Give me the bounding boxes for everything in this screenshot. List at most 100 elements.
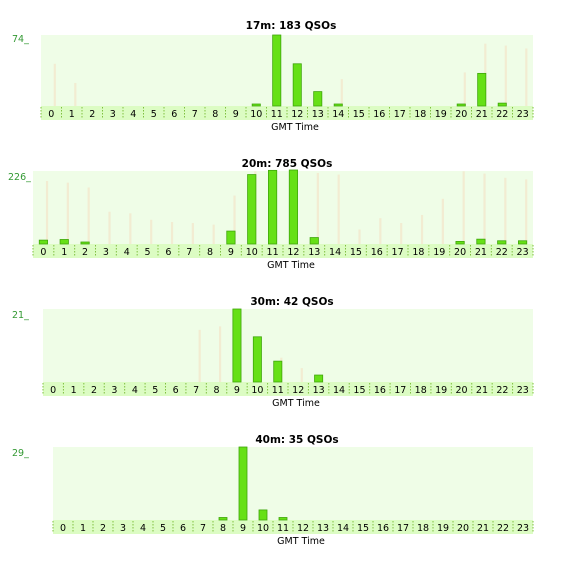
x-tick-label: 8 (207, 247, 213, 258)
plot-area (33, 171, 533, 244)
y-max-label: 226_ (8, 172, 31, 183)
x-tick-label: 15 (357, 523, 369, 534)
x-tick-label: 14 (332, 109, 344, 120)
x-tick-label: 21 (476, 109, 488, 120)
x-tick-label: 2 (100, 523, 106, 534)
x-tick-label: 1 (80, 523, 86, 534)
ghost-bar (400, 223, 403, 244)
data-bar (218, 517, 228, 521)
chart-title: 17m: 183 QSOs (246, 20, 337, 32)
x-tick-label: 6 (180, 523, 186, 534)
x-tick-label: 7 (193, 385, 199, 396)
ghost-bar (379, 218, 382, 244)
ghost-bar (87, 187, 90, 244)
x-tick-label: 21 (476, 385, 488, 396)
x-tick-label: 4 (130, 109, 136, 120)
data-bar (518, 240, 528, 245)
x-tick-label: 5 (160, 523, 166, 534)
x-tick-label: 10 (250, 109, 262, 120)
ghost-bar (198, 329, 201, 382)
x-tick-label: 3 (103, 247, 109, 258)
x-tick-label: 19 (433, 247, 445, 258)
x-tick-label: 3 (120, 523, 126, 534)
data-bar (497, 240, 507, 245)
data-bar (314, 374, 324, 383)
data-bar (477, 72, 487, 107)
x-tick-label: 12 (292, 385, 304, 396)
x-tick-label: 2 (91, 385, 97, 396)
x-tick-label: 21 (477, 523, 489, 534)
x-tick-label: 2 (82, 247, 88, 258)
y-max-label: 74_ (12, 34, 29, 45)
ghost-bar (441, 198, 444, 244)
ghost-bar (462, 171, 465, 244)
data-bar (292, 63, 302, 107)
x-tick-label: 10 (257, 523, 269, 534)
data-bar (238, 446, 248, 521)
x-tick-label: 0 (50, 385, 56, 396)
data-bar (268, 169, 278, 245)
x-tick-label: 20 (455, 385, 467, 396)
ghost-bar (463, 72, 466, 106)
data-bar (333, 103, 343, 107)
ghost-bar (300, 368, 303, 382)
x-tick-label: 6 (173, 385, 179, 396)
x-tick-label: 11 (277, 523, 289, 534)
x-tick-label: 15 (350, 247, 362, 258)
x-tick-label: 5 (152, 385, 158, 396)
data-bar (251, 103, 261, 107)
x-tick-label: 6 (165, 247, 171, 258)
x-tick-label: 19 (437, 523, 449, 534)
x-tick-label: 17 (392, 247, 404, 258)
x-tick-label: 18 (412, 247, 424, 258)
data-bar (80, 241, 90, 245)
data-bar (247, 174, 257, 245)
data-bar (38, 239, 48, 245)
ghost-bar (212, 224, 215, 244)
data-bar (456, 103, 466, 107)
chart-title: 40m: 35 QSOs (255, 434, 338, 446)
data-bar (455, 241, 465, 245)
data-bar (309, 237, 319, 245)
x-tick-label: 0 (60, 523, 66, 534)
x-tick-label: 11 (272, 385, 284, 396)
ghost-bar (525, 48, 528, 106)
data-bar (272, 34, 282, 107)
data-bar (476, 238, 486, 245)
x-tick-label: 19 (435, 109, 447, 120)
x-tick-label: 16 (374, 385, 386, 396)
x-tick-label: 5 (151, 109, 157, 120)
x-tick-label: 16 (373, 109, 385, 120)
x-tick-label: 7 (200, 523, 206, 534)
x-tick-label: 18 (415, 385, 427, 396)
plot-area (41, 35, 533, 106)
x-tick-label: 11 (267, 247, 279, 258)
x-tick-label: 8 (214, 385, 220, 396)
x-tick-label: 23 (517, 385, 529, 396)
x-tick-label: 1 (61, 247, 67, 258)
ghost-bar (66, 182, 69, 244)
x-tick-label: 22 (496, 109, 508, 120)
x-tick-label: 22 (496, 385, 508, 396)
x-tick-label: 17 (394, 385, 406, 396)
x-tick-label: 23 (517, 523, 529, 534)
plot-area (53, 447, 533, 520)
x-tick-label: 20 (457, 523, 469, 534)
data-bar (232, 308, 242, 383)
x-tick-label: 7 (186, 247, 192, 258)
x-tick-label: 10 (246, 247, 258, 258)
x-tick-label: 9 (240, 523, 246, 534)
x-tick-label: 23 (517, 109, 529, 120)
data-bar (288, 169, 298, 245)
ghost-bar (74, 82, 77, 106)
x-tick-label: 19 (435, 385, 447, 396)
ghost-bar (337, 174, 340, 244)
ghost-bar (191, 223, 194, 244)
x-tick-label: 10 (251, 385, 263, 396)
x-tick-label: 1 (69, 109, 75, 120)
ghost-bar (504, 45, 507, 106)
x-tick-label: 17 (394, 109, 406, 120)
